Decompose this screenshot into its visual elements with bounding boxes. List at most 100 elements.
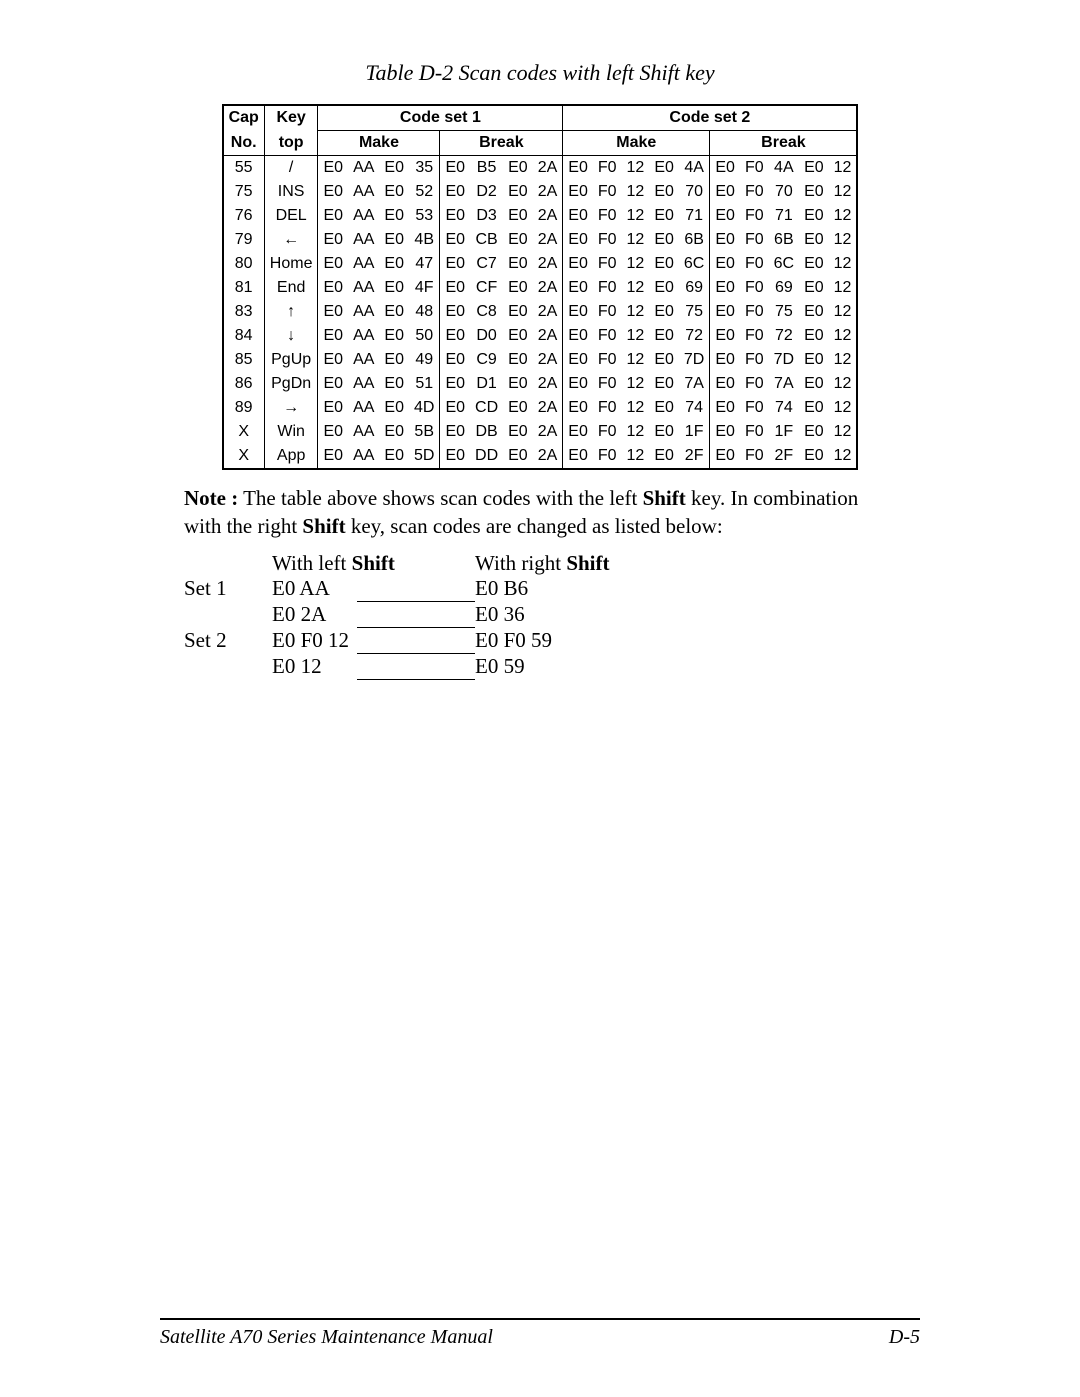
s1-make-cell: 4F [409, 276, 440, 300]
s2-break-cell: 69 [769, 276, 799, 300]
table-row: 80HomeE0AAE047E0C7E02AE0F012E06CE0F06CE0… [223, 252, 858, 276]
s1-make-cell: E0 [318, 348, 348, 372]
s2-make-cell: F0 [593, 396, 622, 420]
key-top-cell: ← [264, 228, 318, 252]
s1-make-cell: E0 [379, 276, 409, 300]
s1-break-cell: E0 [503, 228, 533, 252]
s2-break-cell: 7D [769, 348, 799, 372]
s1-break-cell: 2A [533, 228, 563, 252]
key-top-cell: → [264, 396, 318, 420]
s1-break-cell: C8 [470, 300, 503, 324]
table-row: 85PgUpE0AAE049E0C9E02AE0F012E07DE0F07DE0… [223, 348, 858, 372]
s1-make-cell: E0 [379, 420, 409, 444]
s1-break-cell: E0 [503, 372, 533, 396]
footer-right: D-5 [889, 1326, 920, 1349]
s2-break-cell: 12 [829, 420, 858, 444]
s2-make-cell: 12 [622, 180, 650, 204]
s2-make-cell: E0 [649, 228, 679, 252]
s1-make-cell: E0 [379, 348, 409, 372]
s1-make-cell: E0 [318, 324, 348, 348]
s2-break-cell: 6B [769, 228, 799, 252]
s2-make-cell: E0 [649, 276, 679, 300]
s1-break-cell: 2A [533, 420, 563, 444]
s2-break-cell: 12 [829, 252, 858, 276]
underline-spacer [357, 653, 475, 679]
s1-make-cell: 4D [409, 396, 440, 420]
s2-make-cell: 72 [679, 324, 710, 348]
s2-break-cell: 12 [829, 228, 858, 252]
s2-make-cell: F0 [593, 420, 622, 444]
s2-break-cell: 7A [769, 372, 799, 396]
th-set2: Code set 2 [563, 105, 858, 131]
s1-make-cell: 47 [409, 252, 440, 276]
s2-break-cell: E0 [799, 300, 829, 324]
s2-break-cell: E0 [710, 156, 740, 181]
s2-make-cell: F0 [593, 276, 622, 300]
table-body: 55/E0AAE035E0B5E02AE0F012E04AE0F04AE0127… [223, 156, 858, 470]
s1-break-cell: E0 [440, 396, 470, 420]
s2-make-cell: E0 [563, 300, 593, 324]
s1-make-cell: AA [348, 156, 379, 181]
s2-break-cell: 71 [769, 204, 799, 228]
s1-break-cell: D0 [470, 324, 503, 348]
table-header: Cap Key Code set 1 Code set 2 No. top Ma… [223, 105, 858, 156]
s2-make-cell: E0 [649, 444, 679, 469]
s2-make-cell: E0 [649, 156, 679, 181]
with-left-text: With left [272, 551, 352, 575]
s1-make-cell: E0 [379, 372, 409, 396]
s2-break-cell: 12 [829, 396, 858, 420]
note-line2b: key, scan codes are changed as listed be… [346, 514, 723, 538]
s2-make-cell: 1F [679, 420, 710, 444]
s2-break-cell: E0 [710, 324, 740, 348]
s2-break-cell: E0 [799, 372, 829, 396]
s1-make-cell: AA [348, 348, 379, 372]
shift-header-row: With left Shift With right Shift [184, 551, 618, 576]
table-row: 75INSE0AAE052E0D2E02AE0F012E070E0F070E01… [223, 180, 858, 204]
s2-break-cell: E0 [710, 396, 740, 420]
s2-make-cell: F0 [593, 300, 622, 324]
key-top-cell: App [264, 444, 318, 469]
s2-make-cell: E0 [649, 348, 679, 372]
s1-break-cell: 2A [533, 324, 563, 348]
s1-make-cell: E0 [318, 252, 348, 276]
shift-right-value: E0 36 [475, 601, 618, 627]
s1-make-cell: E0 [379, 180, 409, 204]
shift-left-value: E0 AA [272, 576, 357, 602]
s1-make-cell: E0 [318, 204, 348, 228]
s1-break-cell: 2A [533, 180, 563, 204]
s2-break-cell: E0 [710, 180, 740, 204]
scan-code-table: Cap Key Code set 1 Code set 2 No. top Ma… [222, 104, 859, 470]
s1-make-cell: E0 [318, 156, 348, 181]
table-row: 89→E0AAE04DE0CDE02AE0F012E074E0F074E012 [223, 396, 858, 420]
s1-break-cell: E0 [503, 156, 533, 181]
s2-make-cell: 7A [679, 372, 710, 396]
s2-make-cell: F0 [593, 252, 622, 276]
s1-make-cell: AA [348, 204, 379, 228]
s2-break-cell: E0 [710, 204, 740, 228]
s1-break-cell: E0 [440, 444, 470, 469]
s2-make-cell: E0 [649, 180, 679, 204]
s1-make-cell: E0 [318, 372, 348, 396]
key-top-cell: ↓ [264, 324, 318, 348]
s2-break-cell: 12 [829, 300, 858, 324]
s2-break-cell: 12 [829, 444, 858, 469]
s1-break-cell: 2A [533, 396, 563, 420]
note-line1b: key. In combination [686, 486, 858, 510]
s2-make-cell: 12 [622, 444, 650, 469]
s2-break-cell: F0 [740, 204, 769, 228]
underline-spacer [357, 601, 475, 627]
s1-make-cell: 50 [409, 324, 440, 348]
shift-row: Set 2E0 F0 12 E0 F0 59 [184, 627, 618, 653]
s2-make-cell: 6B [679, 228, 710, 252]
s2-break-cell: E0 [710, 252, 740, 276]
s2-break-cell: 4A [769, 156, 799, 181]
key-top-cell: Win [264, 420, 318, 444]
shift-set-label [184, 601, 272, 627]
s2-break-cell: 12 [829, 348, 858, 372]
s2-make-cell: F0 [593, 204, 622, 228]
s2-make-cell: E0 [563, 228, 593, 252]
s2-make-cell: 12 [622, 300, 650, 324]
th-top: top [264, 131, 318, 156]
s1-break-cell: E0 [440, 372, 470, 396]
s2-break-cell: E0 [799, 324, 829, 348]
